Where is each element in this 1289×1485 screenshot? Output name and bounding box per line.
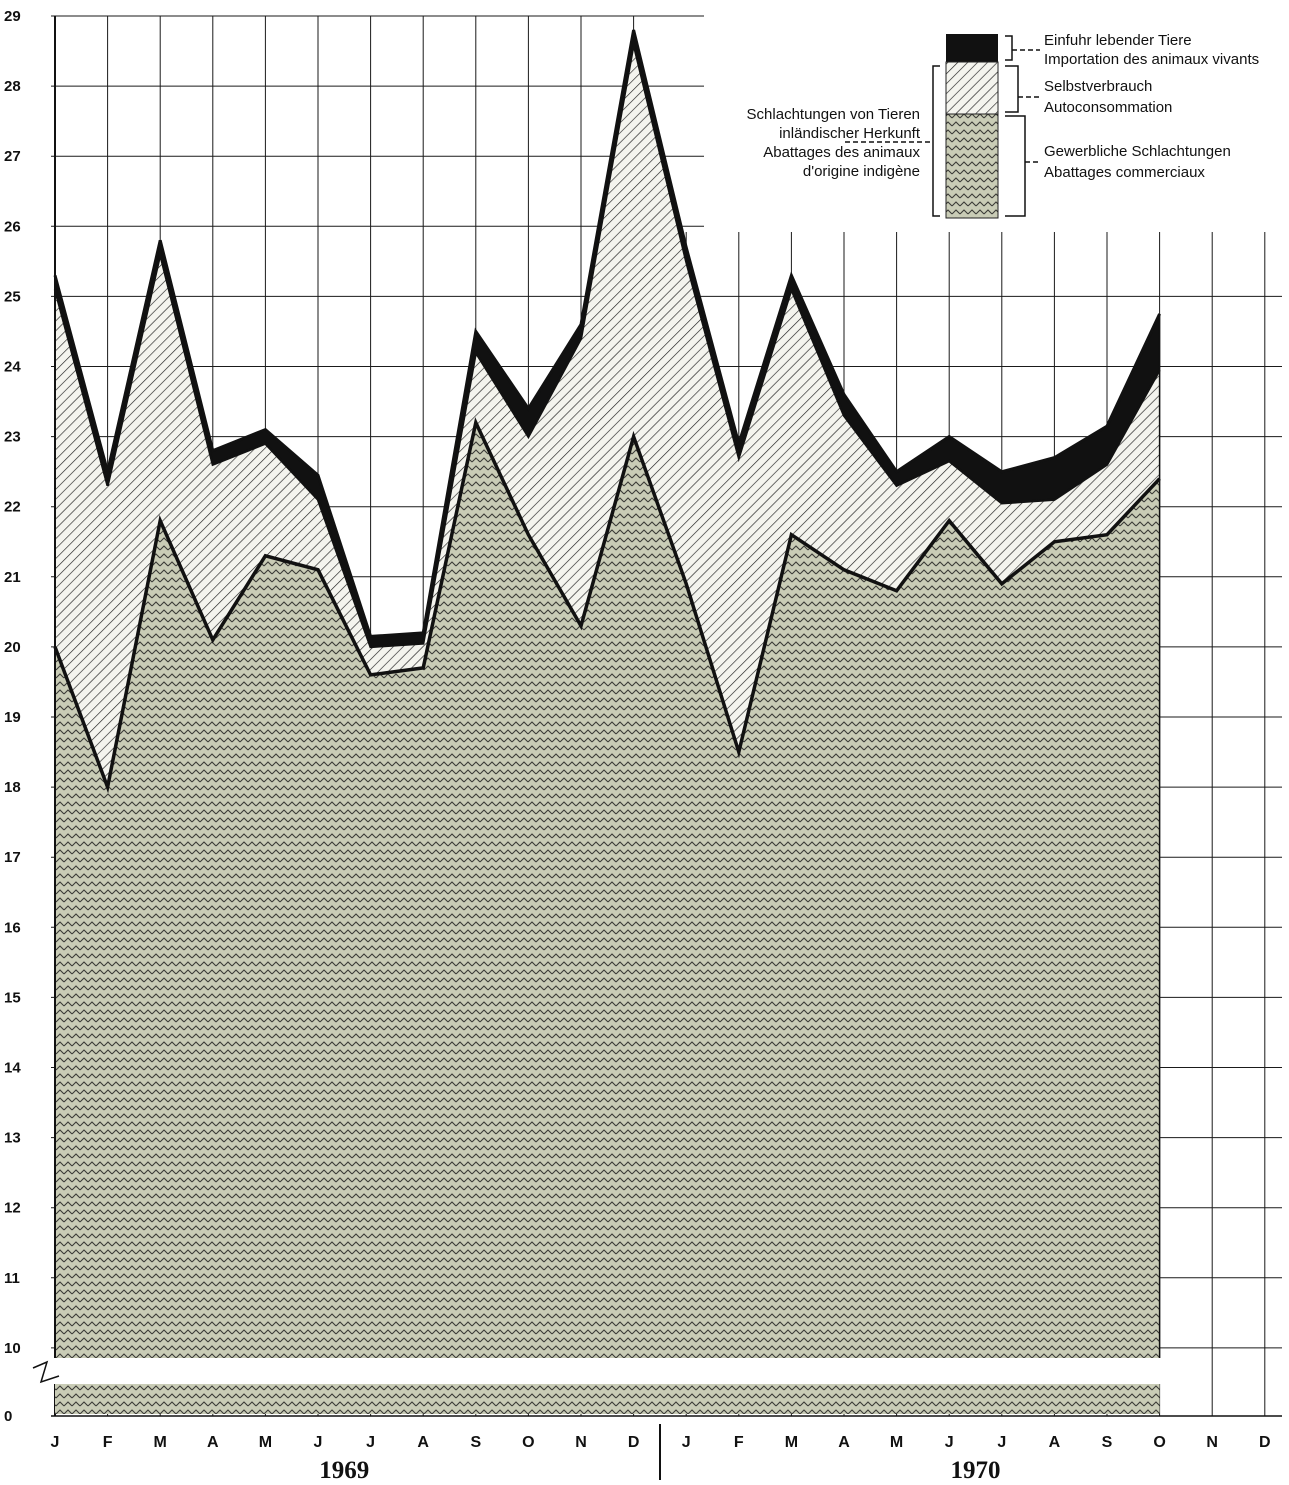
y-tick-label: 25 [4, 288, 21, 305]
axis-break-zigzag [32, 1360, 60, 1384]
y-tick-label: 17 [4, 849, 21, 866]
month-label: O [522, 1434, 534, 1451]
month-label: F [103, 1434, 113, 1451]
month-label: J [997, 1434, 1006, 1451]
month-label: O [1153, 1434, 1165, 1451]
line-own-consumption [53, 43, 1161, 649]
legend-import-fr: Importation des animaux vivants [1044, 51, 1259, 68]
y-tick-label: 26 [4, 218, 21, 235]
y-tick-label: 27 [4, 148, 21, 165]
y-tick-label: 28 [4, 78, 21, 95]
y-tick-label: 22 [4, 499, 21, 516]
line-live-imports [53, 29, 1161, 638]
month-label: N [575, 1434, 587, 1451]
legend-brace-domestic [932, 65, 940, 217]
y-tick-label: 19 [4, 709, 21, 726]
y-tick-label: 20 [4, 639, 21, 656]
legend: Einfuhr lebender Tiere Importation des a… [747, 20, 1289, 220]
month-label: J [51, 1434, 60, 1451]
month-label: D [628, 1434, 640, 1451]
month-label: D [1259, 1434, 1271, 1451]
y-tick-label: 14 [4, 1060, 21, 1077]
year-label: 1969 [319, 1457, 369, 1484]
month-label: N [1206, 1434, 1218, 1451]
legend-brace-own [1005, 65, 1019, 113]
month-label: A [207, 1434, 219, 1451]
area-own-consumption [55, 44, 1160, 788]
y-tick-label: 29 [4, 8, 21, 25]
month-label: M [154, 1434, 167, 1451]
axis-break-gap [47, 1358, 1162, 1384]
month-label: M [890, 1434, 903, 1451]
y-tick-label: 18 [4, 779, 21, 796]
line-commercial-slaughter [53, 417, 1161, 794]
stacked-areas [53, 29, 1161, 1414]
legend-brace-import [1005, 35, 1013, 61]
month-label: J [682, 1434, 691, 1451]
legend-commercial-de: Gewerbliche Schlachtungen [1044, 143, 1231, 160]
month-label: M [259, 1434, 272, 1451]
legend-background [822, 20, 1289, 220]
legend-import-de: Einfuhr lebender Tiere [1044, 32, 1192, 49]
area-commercial-slaughter [55, 422, 1160, 1359]
month-label: F [734, 1434, 744, 1451]
legend-swatch-import [946, 34, 998, 62]
area-commercial-slaughter-base [55, 1384, 1160, 1414]
year-labels: 1969 1970 [319, 1457, 1000, 1484]
y-tick-label: 23 [4, 429, 21, 446]
legend-brace-commercial [1005, 115, 1026, 217]
legend-own-de: Selbstverbrauch [1044, 78, 1152, 95]
y-tick-label: 13 [4, 1130, 21, 1147]
month-label: S [470, 1434, 481, 1451]
y-tick-label: 16 [4, 919, 21, 936]
y-tick-label: 21 [4, 569, 21, 586]
month-label: A [417, 1434, 429, 1451]
axis-break [32, 1358, 1162, 1384]
y-tick-label: 12 [4, 1200, 21, 1217]
legend-commercial-fr: Abattages commerciaux [1044, 164, 1205, 181]
y-tick-label: 15 [4, 989, 21, 1006]
month-label: J [314, 1434, 323, 1451]
y-tick-label: 11 [4, 1270, 20, 1287]
month-label: A [1049, 1434, 1061, 1451]
y-tick-label: 24 [4, 359, 21, 376]
year-label: 1970 [951, 1457, 1001, 1484]
month-label: A [838, 1434, 850, 1451]
legend-domestic-de-1: Schlachtungen von Tieren [747, 106, 920, 123]
y-axis: 0 10 11 12 13 14 15 16 17 18 19 20 21 22 23 24 25 26 27 28 2… [4, 8, 21, 1425]
legend-own-fr: Autoconsommation [1044, 99, 1172, 116]
legend-swatch-own-consumption [945, 61, 999, 115]
y-tick-label: 0 [4, 1408, 12, 1425]
month-label: J [366, 1434, 375, 1451]
month-label: J [945, 1434, 954, 1451]
month-label: S [1102, 1434, 1113, 1451]
month-label: M [785, 1434, 798, 1451]
y-tick-label: 10 [4, 1340, 21, 1357]
legend-domestic-fr-2: d'origine indigène [803, 163, 920, 180]
legend-domestic-fr-1: Abattages des animaux [763, 144, 920, 161]
legend-domestic-de-2: inländischer Herkunft [779, 125, 921, 142]
legend-swatch-commercial [945, 113, 999, 219]
